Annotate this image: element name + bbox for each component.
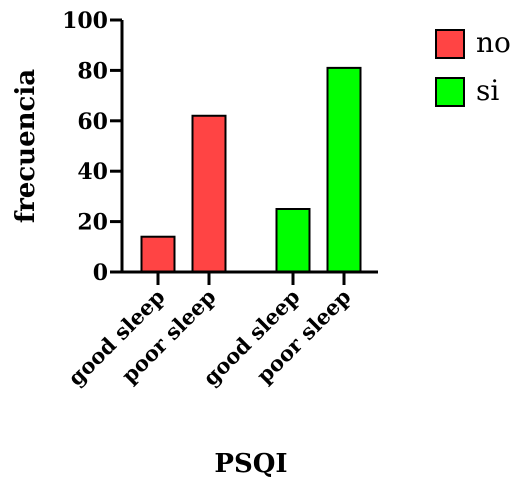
y-tick-label: 80 <box>77 58 108 84</box>
y-axis-title: frecuencia <box>11 69 41 223</box>
legend-label-si: si <box>476 74 499 107</box>
y-tick-label: 40 <box>77 159 108 185</box>
bar-si-3 <box>326 66 362 273</box>
legend-swatch-no <box>435 29 465 59</box>
bar-no-0 <box>140 235 176 273</box>
bar-si-2 <box>275 208 311 273</box>
y-axis-ticks: 0 20 40 60 80 100 <box>62 8 122 286</box>
legend: no si <box>435 26 511 107</box>
y-tick-label: 100 <box>62 8 108 34</box>
x-axis-title: PSQI <box>214 449 287 479</box>
legend-label-no: no <box>476 26 511 59</box>
bar-no-1 <box>191 114 227 274</box>
legend-swatch-si <box>435 77 465 107</box>
y-tick-label: 0 <box>93 260 108 286</box>
y-tick-label: 20 <box>77 210 108 236</box>
y-tick-label: 60 <box>77 109 108 135</box>
bars <box>140 66 362 274</box>
